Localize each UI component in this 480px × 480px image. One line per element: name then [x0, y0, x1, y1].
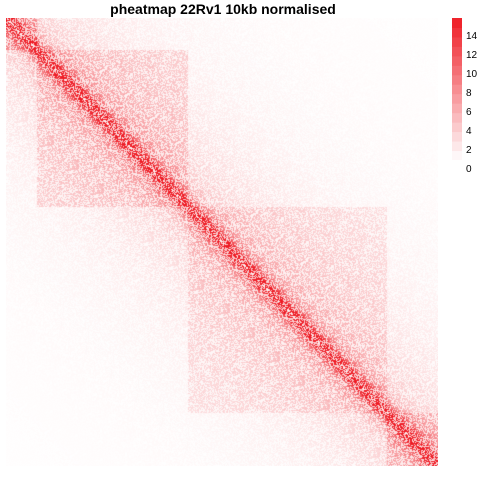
chart-title: pheatmap 22Rv1 10kb normalised [110, 1, 336, 17]
legend-tick-label: 2 [466, 145, 472, 157]
legend-level-swatch [452, 55, 462, 66]
legend-tick-label: 4 [466, 126, 472, 138]
legend-tick-label: 8 [466, 88, 472, 100]
legend-level-swatch [452, 84, 462, 95]
legend-level-swatch [452, 141, 462, 152]
legend-level-swatch [452, 131, 462, 142]
legend-level-swatch [452, 18, 462, 28]
legend-tick-label: 12 [466, 50, 478, 62]
legend-level-swatch [452, 112, 462, 123]
legend-tick-label: 6 [466, 107, 472, 119]
legend-tick-label: 0 [466, 164, 472, 175]
color-legend-bar [452, 18, 462, 160]
legend-level-swatch [452, 65, 462, 76]
legend-tick-label: 10 [466, 69, 478, 81]
legend-level-swatch [452, 103, 462, 114]
legend-level-swatch [452, 27, 462, 38]
legend-level-swatch [452, 150, 462, 160]
heatmap-matrix [6, 18, 438, 466]
legend-level-swatch [452, 122, 462, 133]
legend-level-swatch [452, 74, 462, 85]
legend-level-swatch [452, 36, 462, 47]
legend-tick-label: 14 [466, 31, 478, 43]
legend-level-swatch [452, 93, 462, 104]
legend-level-swatch [452, 46, 462, 57]
